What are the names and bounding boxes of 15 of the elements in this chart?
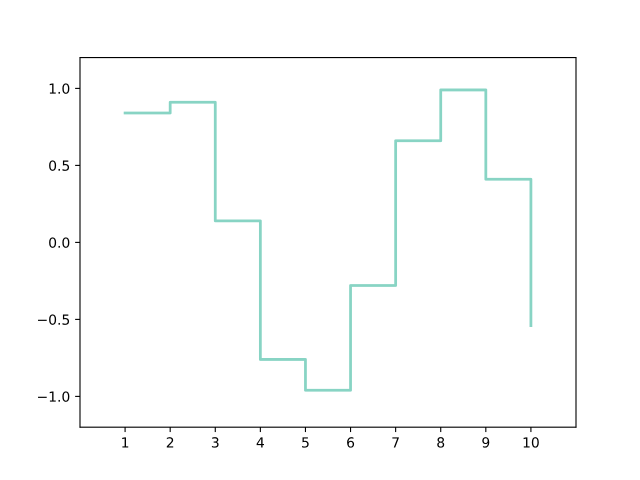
y-tick-label: 0.5 xyxy=(49,160,70,171)
x-tick-label: 4 xyxy=(256,437,264,448)
x-tick-label: 1 xyxy=(122,437,128,448)
x-tick-label: 6 xyxy=(347,437,354,448)
x-tick-label: 7 xyxy=(392,437,399,448)
x-tick-label: 5 xyxy=(302,437,309,448)
x-tick-label: 8 xyxy=(437,437,444,448)
x-tick-label: 2 xyxy=(166,437,174,448)
x-tick-label: 9 xyxy=(482,437,490,448)
x-tick-label: 10 xyxy=(524,437,539,448)
x-tick-label: 3 xyxy=(212,437,219,448)
y-tick-label: −1.0 xyxy=(38,391,70,402)
y-tick-label: 0.0 xyxy=(49,237,70,248)
y-tick-label: −0.5 xyxy=(38,314,70,325)
y-tick-label: 1.0 xyxy=(50,83,70,94)
